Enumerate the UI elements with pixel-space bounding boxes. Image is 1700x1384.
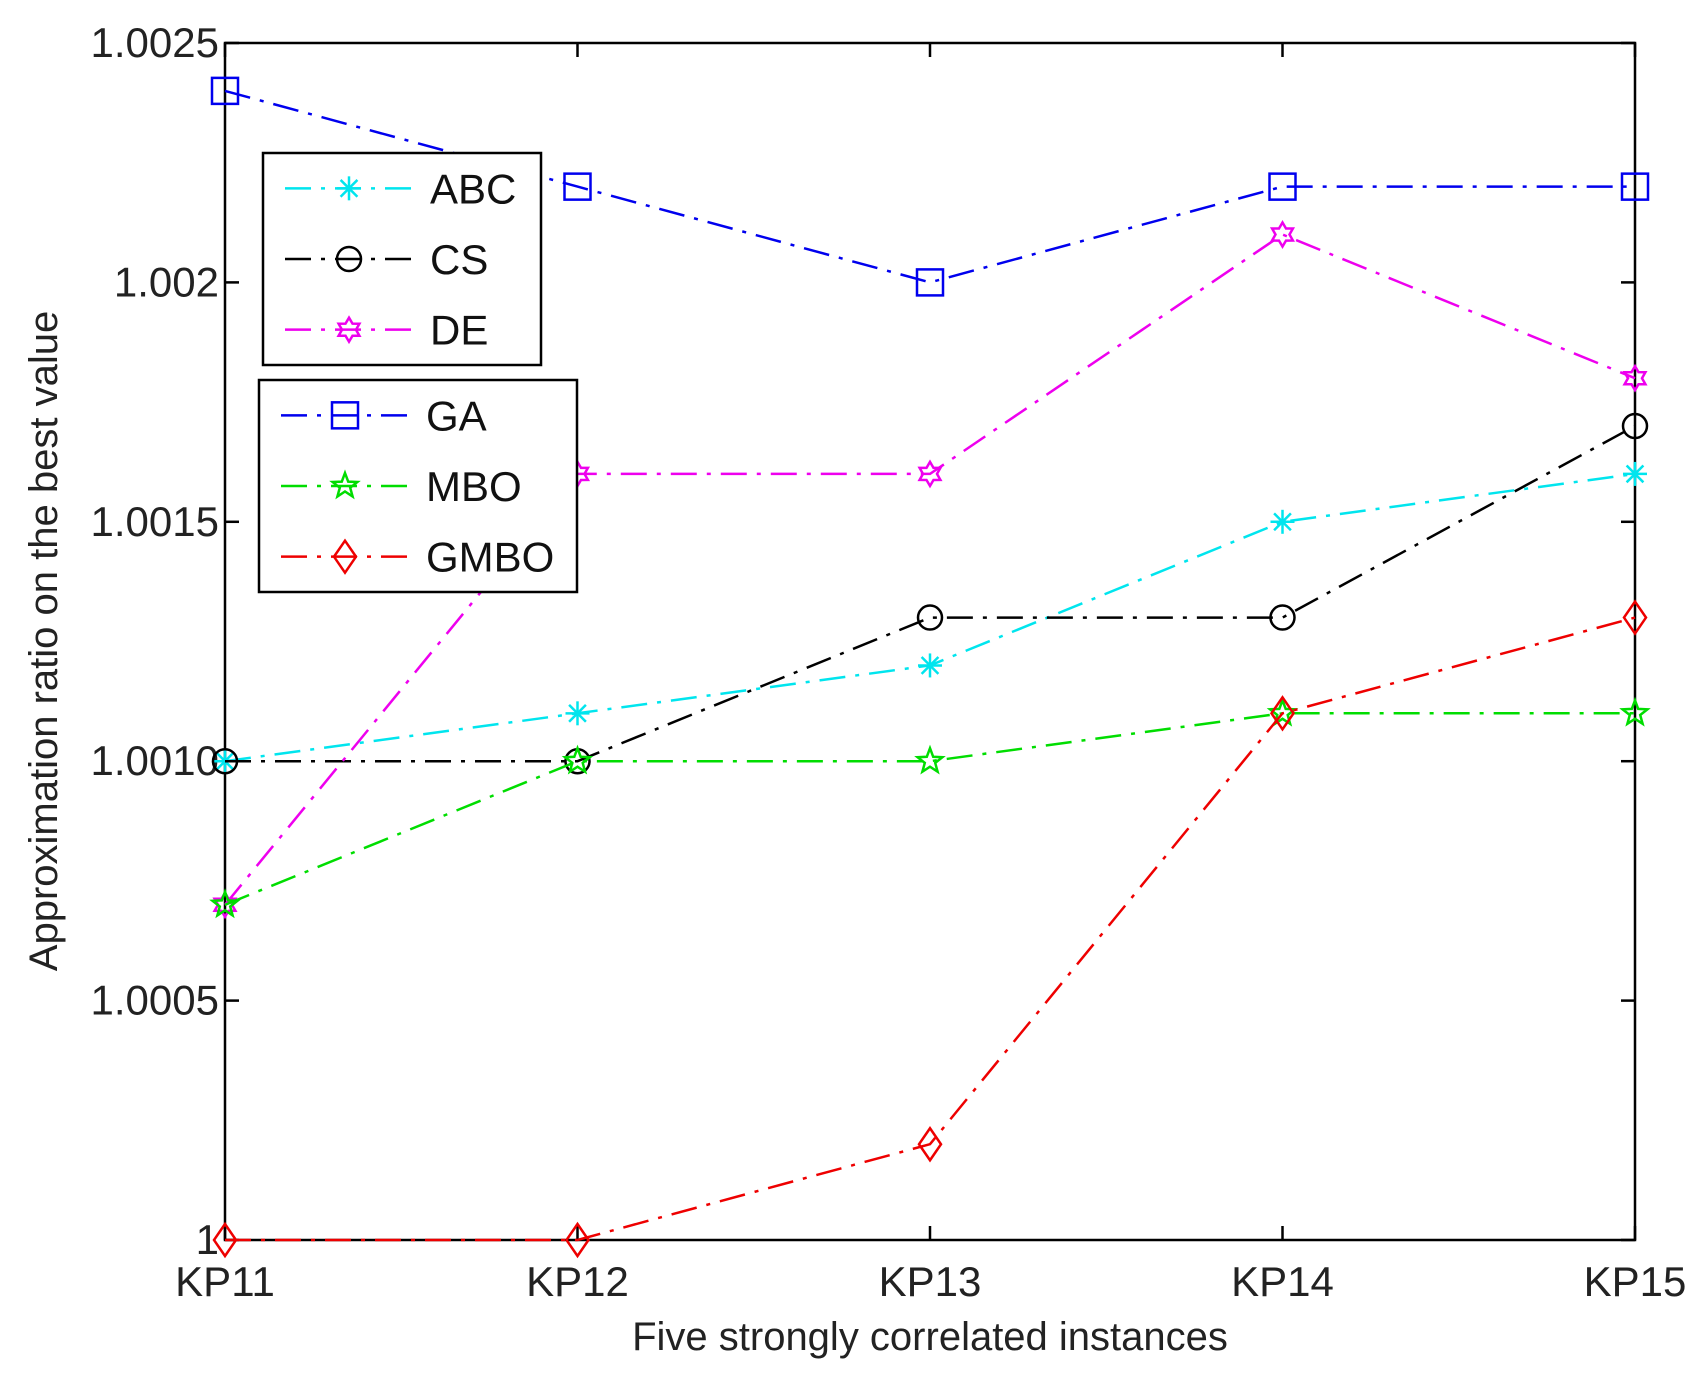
legend-entry-ga: GA [281, 392, 487, 439]
data-point-gmbo [917, 1126, 943, 1163]
data-point-ga [210, 76, 240, 106]
legend-label: ABC [430, 165, 516, 212]
series-mbo [209, 696, 1651, 919]
x-tick-label: KP15 [1584, 1258, 1687, 1305]
series-de [212, 220, 1648, 920]
legend-box [257, 378, 579, 594]
series-line-mbo [224, 712, 1635, 906]
legend-label: CS [430, 236, 488, 283]
data-point-gmbo [564, 1221, 591, 1259]
series-line-gmbo [225, 616, 1636, 1242]
data-point-cs [1621, 412, 1649, 440]
legend-marker-gmbo [332, 538, 358, 575]
legend-entry-cs: CS [285, 236, 488, 283]
series-cs [211, 412, 1649, 775]
data-point-cs [916, 604, 944, 631]
series-ga [210, 76, 1650, 297]
y-tick-label: 1.0025 [91, 19, 219, 66]
legend-label: DE [430, 307, 488, 354]
x-tick-labels: KP11 KP12 KP13 KP14 KP15 [175, 1258, 1686, 1305]
data-point-ga [563, 172, 592, 201]
data-point-gmbo [1269, 695, 1296, 732]
data-point-ga [915, 268, 945, 297]
data-point-de [1269, 220, 1296, 249]
series-gmbo [212, 599, 1648, 1259]
data-point-gmbo [1622, 599, 1648, 636]
y-tick-label: 1.0015 [91, 498, 219, 545]
data-point-mbo [914, 744, 946, 775]
y-tick-label: 1.0005 [91, 977, 219, 1024]
legend-marker-de [336, 315, 362, 345]
legend-entry-gmbo: GMBO [281, 534, 554, 581]
data-point-ga [1620, 172, 1650, 201]
legend-marker-cs [335, 245, 363, 273]
y-tick-label: 1.002 [114, 258, 219, 305]
legend-lower: GA MBO GMBO [257, 378, 579, 594]
legend-marker-abc [337, 176, 361, 201]
y-tick-label: 1.0010 [91, 737, 219, 784]
data-point-mbo [561, 744, 594, 775]
data-point-mbo [1619, 696, 1651, 727]
legend-label: GA [426, 392, 487, 439]
x-tick-label: KP12 [526, 1258, 629, 1305]
legend-upper: ABC CS DE [261, 151, 543, 367]
legend-label: GMBO [426, 534, 554, 581]
legend-entry-de: DE [285, 307, 488, 354]
data-point-ga [1268, 172, 1297, 201]
data-point-cs [1269, 604, 1296, 631]
data-point-abc [1270, 509, 1295, 534]
data-point-de [212, 890, 238, 920]
legend-label: MBO [426, 463, 522, 510]
legend-entry-mbo: MBO [281, 463, 522, 510]
data-point-mbo [209, 888, 241, 919]
series-group [209, 76, 1651, 1259]
data-point-cs [211, 747, 239, 775]
data-point-abc [1623, 461, 1647, 486]
data-point-abc [565, 701, 590, 726]
data-point-gmbo [212, 1221, 238, 1259]
x-axis-title: Five strongly correlated instances [632, 1315, 1228, 1359]
x-tick-label: KP14 [1231, 1258, 1334, 1305]
data-point-de [1622, 363, 1648, 393]
legend-marker-mbo [329, 469, 361, 500]
series-line-cs [225, 424, 1636, 763]
y-tick-label: 1 [196, 1216, 219, 1263]
data-point-abc [918, 653, 942, 678]
y-axis-title: Approximation ratio on the best value [22, 311, 66, 971]
x-tick-label: KP13 [879, 1258, 982, 1305]
series-line-ga [224, 89, 1635, 284]
y-tick-labels: 1 1.0005 1.0010 1.0015 1.002 1.0025 [91, 19, 219, 1263]
x-tick-label: KP11 [175, 1258, 275, 1305]
data-point-de [917, 459, 943, 489]
series-line-de [224, 233, 1636, 906]
legend-entry-abc: ABC [285, 165, 516, 212]
axis-ticks [223, 41, 1637, 1242]
legend-marker-ga [330, 401, 360, 430]
